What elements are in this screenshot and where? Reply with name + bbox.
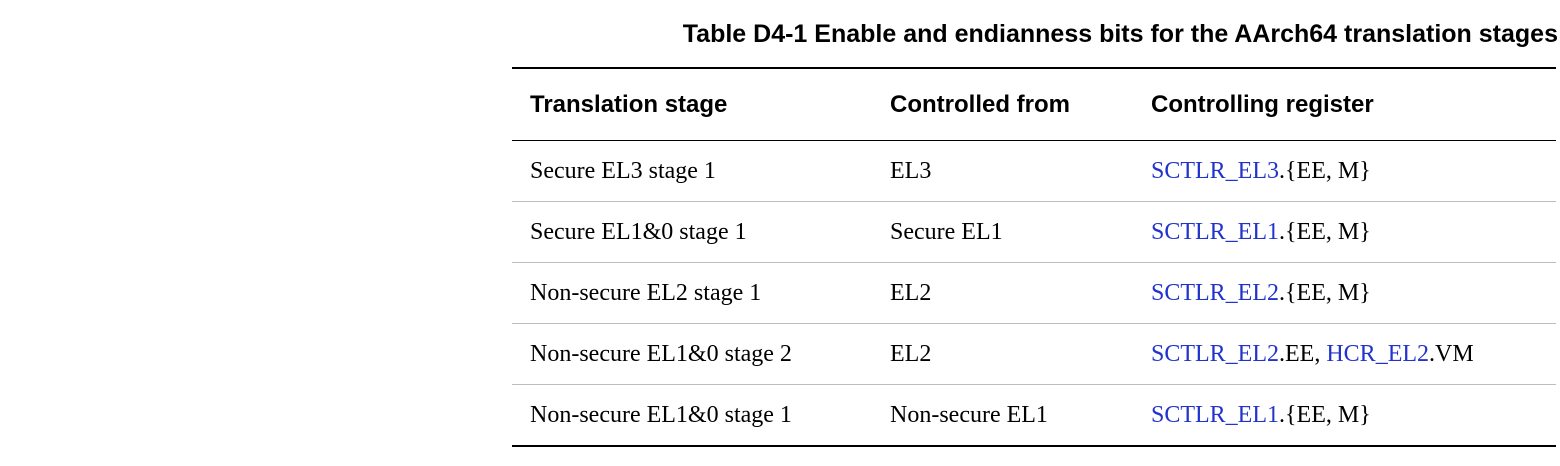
stage-cell: Secure EL3 stage 1 bbox=[530, 157, 716, 184]
table-caption: Table D4-1 Enable and endianness bits fo… bbox=[682, 20, 1558, 48]
table-top-rule bbox=[512, 67, 1556, 69]
controlled-from-cell: EL2 bbox=[890, 279, 932, 306]
register-link-sctlr-el3[interactable]: SCTLR_EL3 bbox=[1151, 157, 1280, 184]
register-fields: .{EE, M} bbox=[1279, 218, 1371, 245]
register-link-hcr-el2[interactable]: HCR_EL2 bbox=[1326, 340, 1430, 367]
header-controlling-register: Controlling register bbox=[1151, 90, 1374, 118]
controlled-from-cell: EL3 bbox=[890, 157, 932, 184]
register-link-sctlr-el2[interactable]: SCTLR_EL2 bbox=[1151, 340, 1280, 367]
stage-cell: Non-secure EL1&0 stage 1 bbox=[530, 401, 792, 428]
register-fields: .EE, bbox=[1279, 340, 1327, 367]
table-header-row: Translation stage Controlled from Contro… bbox=[512, 69, 1556, 141]
controlling-register-cell: SCTLR_EL2 .EE, HCR_EL2 .VM bbox=[1151, 324, 1474, 384]
table-row: Secure EL3 stage 1 EL3 SCTLR_EL3 .{EE, M} bbox=[512, 141, 1556, 202]
controlling-register-cell: SCTLR_EL1 .{EE, M} bbox=[1151, 202, 1371, 262]
header-translation-stage: Translation stage bbox=[530, 90, 728, 118]
table-row: Secure EL1&0 stage 1 Secure EL1 SCTLR_EL… bbox=[512, 202, 1556, 263]
controlling-register-cell: SCTLR_EL2 .{EE, M} bbox=[1151, 263, 1371, 323]
register-fields: .{EE, M} bbox=[1279, 157, 1371, 184]
controlled-from-cell: EL2 bbox=[890, 340, 932, 367]
controlled-from-cell: Non-secure EL1 bbox=[890, 401, 1048, 428]
register-link-sctlr-el1[interactable]: SCTLR_EL1 bbox=[1151, 401, 1280, 428]
table-row: Non-secure EL2 stage 1 EL2 SCTLR_EL2 .{EE… bbox=[512, 263, 1556, 324]
stage-cell: Non-secure EL1&0 stage 2 bbox=[530, 340, 792, 367]
header-controlled-from: Controlled from bbox=[890, 90, 1070, 118]
stage-cell: Non-secure EL2 stage 1 bbox=[530, 279, 762, 306]
register-fields: .{EE, M} bbox=[1279, 401, 1371, 428]
controlled-from-cell: Secure EL1 bbox=[890, 218, 1003, 245]
register-fields: .VM bbox=[1429, 340, 1474, 367]
register-fields: .{EE, M} bbox=[1279, 279, 1371, 306]
register-link-sctlr-el1[interactable]: SCTLR_EL1 bbox=[1151, 218, 1280, 245]
register-link-sctlr-el2[interactable]: SCTLR_EL2 bbox=[1151, 279, 1280, 306]
controlling-register-cell: SCTLR_EL3 .{EE, M} bbox=[1151, 141, 1371, 201]
controlling-register-cell: SCTLR_EL1 .{EE, M} bbox=[1151, 385, 1371, 445]
table-row: Non-secure EL1&0 stage 2 EL2 SCTLR_EL2 .E… bbox=[512, 324, 1556, 385]
translation-stages-table: Translation stage Controlled from Contro… bbox=[512, 67, 1556, 447]
table-row: Non-secure EL1&0 stage 1 Non-secure EL1 … bbox=[512, 385, 1556, 447]
stage-cell: Secure EL1&0 stage 1 bbox=[530, 218, 747, 245]
